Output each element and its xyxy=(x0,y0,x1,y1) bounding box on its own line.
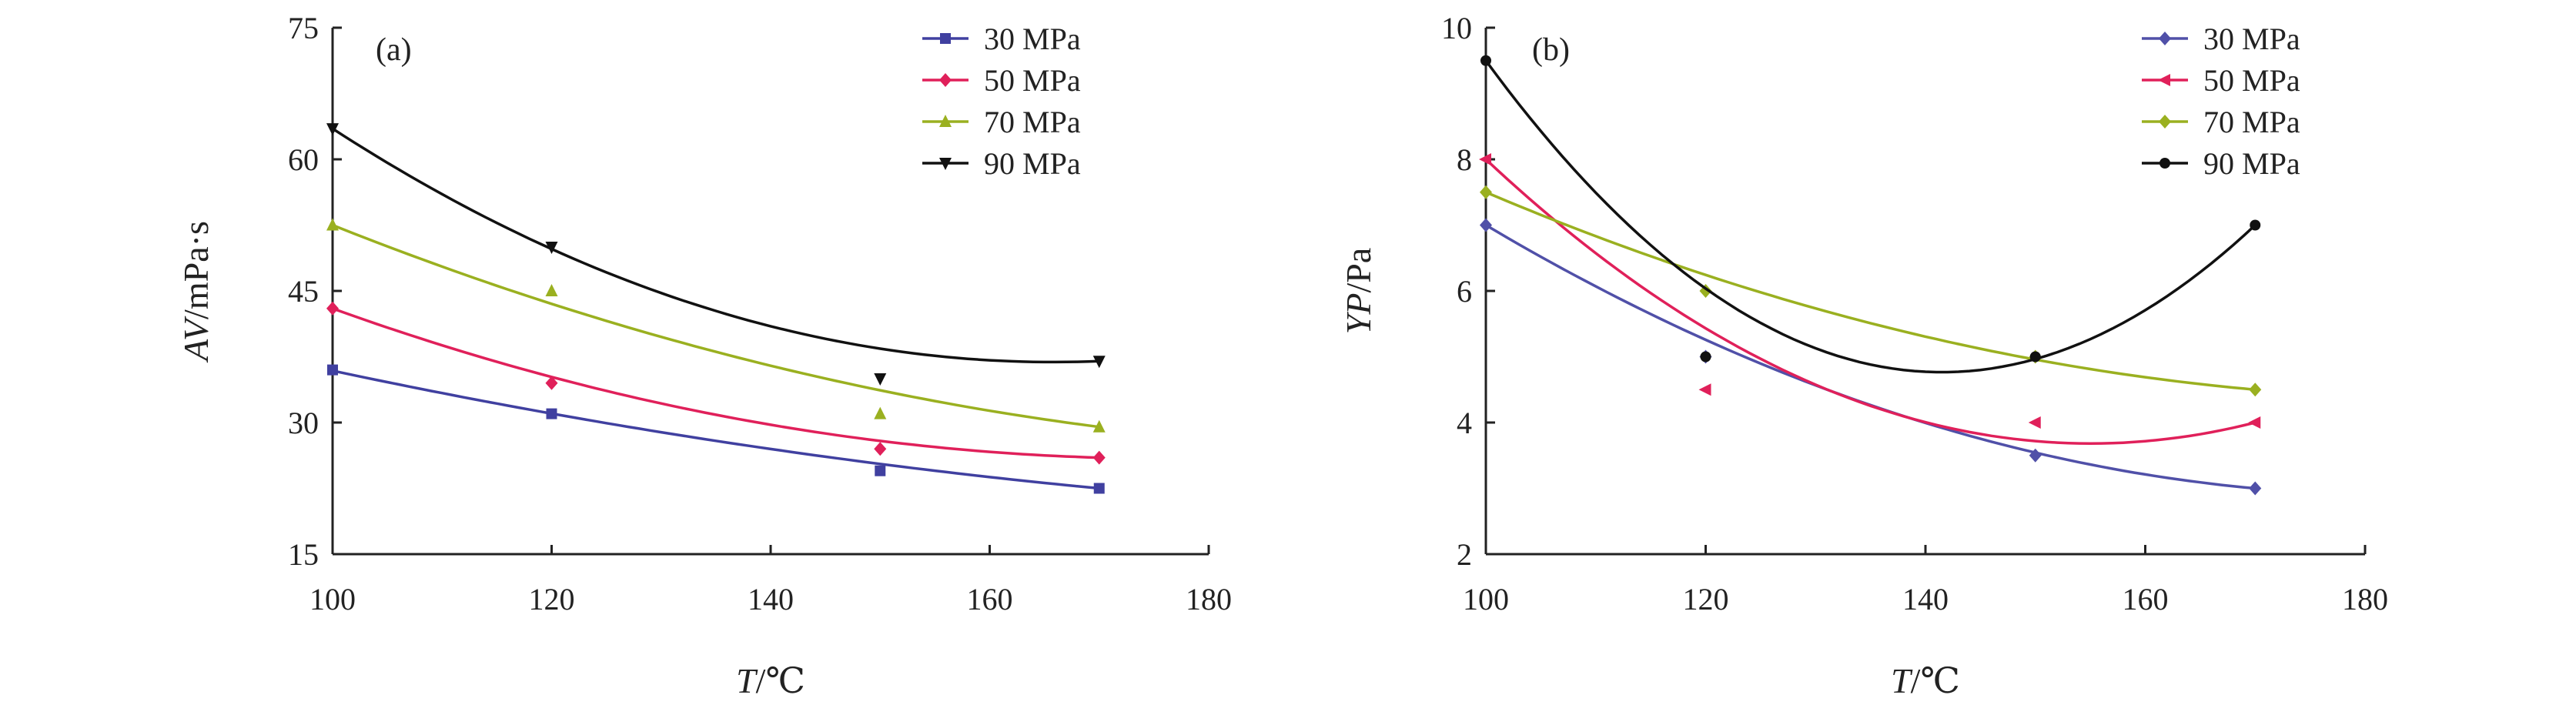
panel-label: (b) xyxy=(1532,32,1570,68)
data-point xyxy=(1479,153,1491,165)
x-tick-label: 180 xyxy=(2342,582,2388,616)
x-tick-label: 120 xyxy=(1683,582,1729,616)
y-tick-label: 75 xyxy=(288,11,319,45)
trend-line xyxy=(1485,191,2256,392)
y-tick-label: 8 xyxy=(1457,142,1472,177)
x-axis-title: T/℃ xyxy=(1891,661,1960,700)
data-point xyxy=(1093,483,1105,494)
legend-label: 70 MPa xyxy=(984,105,1081,139)
legend-marker xyxy=(940,33,951,44)
panel-label: (a) xyxy=(376,32,412,68)
data-point xyxy=(546,408,557,419)
legend-label: 30 MPa xyxy=(2203,22,2300,56)
legend-label: 70 MPa xyxy=(2203,105,2300,139)
data-point xyxy=(2029,448,2042,463)
trend-line xyxy=(1484,158,2256,445)
x-axis-title: T/℃ xyxy=(736,661,805,700)
y-tick-label: 30 xyxy=(288,406,319,440)
series-70-mpa: 70 MPa xyxy=(1480,105,2300,397)
x-tick-label: 160 xyxy=(967,582,1013,616)
trend-line xyxy=(332,127,1099,364)
data-point xyxy=(326,218,339,231)
y-axis-title: AV/mPa·s xyxy=(176,221,216,363)
y-tick-label: 15 xyxy=(288,537,319,572)
x-tick-label: 160 xyxy=(2123,582,2169,616)
data-point xyxy=(1700,351,1711,363)
y-tick-label: 60 xyxy=(288,142,319,177)
y-tick-label: 10 xyxy=(1441,11,1472,45)
series-30-mpa: 30 MPa xyxy=(327,22,1105,494)
data-point xyxy=(1092,419,1106,433)
y-tick-label: 45 xyxy=(288,274,319,309)
series-90-mpa: 90 MPa xyxy=(1480,55,2300,374)
x-tick-label: 140 xyxy=(1902,582,1949,616)
data-point xyxy=(1480,185,1492,199)
data-point xyxy=(874,373,887,386)
data-point xyxy=(2250,219,2261,231)
data-point xyxy=(327,364,338,376)
data-point xyxy=(875,465,886,476)
legend-label: 50 MPa xyxy=(2203,63,2300,98)
x-tick-label: 180 xyxy=(1186,582,1232,616)
legend-label: 30 MPa xyxy=(984,22,1081,56)
series-50-mpa: 50 MPa xyxy=(326,63,1106,465)
trend-line xyxy=(332,223,1100,429)
legend-marker xyxy=(2159,115,2171,129)
trend-line xyxy=(332,307,1099,459)
data-point xyxy=(545,284,558,296)
data-point xyxy=(874,442,887,456)
legend-marker xyxy=(939,115,952,127)
y-axis-title: YP/Pa xyxy=(1339,248,1378,334)
data-point xyxy=(2249,481,2262,496)
legend-marker xyxy=(2158,74,2170,86)
series-90-mpa: 90 MPa xyxy=(326,123,1106,386)
data-point xyxy=(2249,383,2262,397)
data-point xyxy=(874,406,887,419)
y-tick-label: 6 xyxy=(1457,274,1472,309)
trend-line xyxy=(1484,59,2257,374)
data-point xyxy=(2028,416,2041,429)
legend-label: 50 MPa xyxy=(984,63,1081,98)
legend-marker xyxy=(939,158,952,170)
data-point xyxy=(1698,383,1711,396)
legend-marker xyxy=(2159,32,2171,45)
series-50-mpa: 50 MPa xyxy=(1479,63,2300,445)
data-point xyxy=(326,123,339,136)
data-point xyxy=(545,376,558,390)
trend-line xyxy=(332,369,1099,490)
data-point xyxy=(1480,55,1491,66)
legend-label: 90 MPa xyxy=(984,146,1081,181)
x-tick-label: 100 xyxy=(1463,582,1509,616)
data-point xyxy=(545,242,558,254)
data-point xyxy=(1092,450,1106,465)
data-point xyxy=(2248,416,2261,429)
chart-panel-b: 100 120 140 160 180 2 4 6 8 10 T/℃ YP/Pa (b) 30 MPa 50… xyxy=(1339,11,2388,700)
x-tick-label: 100 xyxy=(309,582,356,616)
y-tick-label: 2 xyxy=(1457,537,1472,572)
data-point xyxy=(1480,218,1492,232)
x-tick-label: 120 xyxy=(529,582,575,616)
series-70-mpa: 70 MPa xyxy=(326,105,1106,433)
legend-marker xyxy=(2159,158,2170,169)
chart-panel-a: 100 120 140 160 180 15 30 45 60 75 T/℃ AV/mPa·s (a) 3… xyxy=(176,11,1232,700)
y-tick-label: 4 xyxy=(1457,406,1472,440)
trend-line xyxy=(1485,223,2256,490)
legend-marker xyxy=(939,73,952,87)
data-point xyxy=(326,301,339,316)
x-tick-label: 140 xyxy=(748,582,794,616)
legend-label: 90 MPa xyxy=(2203,146,2300,181)
data-point xyxy=(1092,356,1106,369)
data-point xyxy=(2029,351,2041,363)
